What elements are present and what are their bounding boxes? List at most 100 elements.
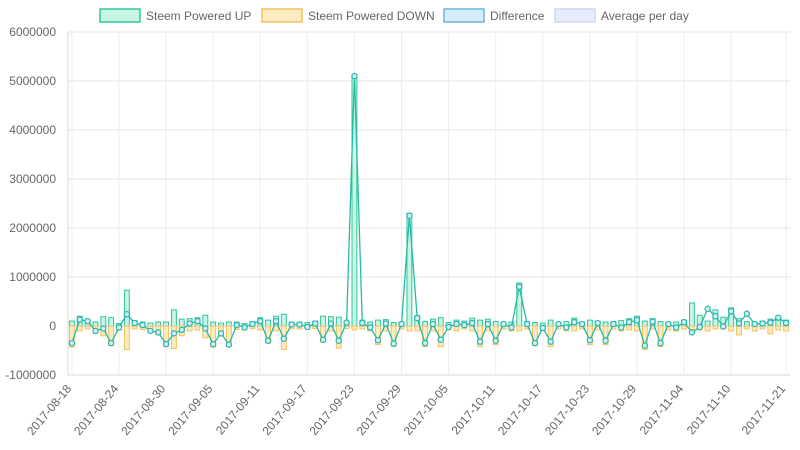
bar-up xyxy=(422,321,429,327)
bar-up xyxy=(202,314,209,327)
y-tick-label: -1000000 xyxy=(5,368,56,382)
difference-point xyxy=(304,323,311,331)
difference-point xyxy=(563,324,570,331)
y-tick-label: 2000000 xyxy=(9,221,56,235)
difference-point xyxy=(523,320,531,328)
bar-up xyxy=(743,321,750,327)
y-tick-label: 3000000 xyxy=(9,172,56,186)
difference-point xyxy=(665,320,672,328)
difference-point xyxy=(625,318,633,326)
bar-up xyxy=(225,321,232,327)
difference-point xyxy=(233,321,240,329)
difference-point xyxy=(374,337,382,344)
x-tick-label: 2017-10-17 xyxy=(495,382,545,438)
difference-point xyxy=(657,339,664,347)
difference-point xyxy=(217,330,225,337)
legend-item: Steem Powered DOWN xyxy=(261,8,435,23)
difference-point xyxy=(727,308,735,315)
bar-down xyxy=(743,325,750,330)
bar-down xyxy=(681,325,687,330)
difference-point xyxy=(202,325,209,332)
x-tick-label: 2017-09-29 xyxy=(354,382,404,438)
difference-point xyxy=(704,305,711,313)
difference-point xyxy=(476,338,484,345)
bar-down xyxy=(736,325,742,336)
x-tick-label: 2017-11-10 xyxy=(684,382,734,438)
difference-point xyxy=(594,319,601,327)
bar-down xyxy=(359,325,366,330)
bar-down xyxy=(335,325,342,349)
difference-point xyxy=(107,339,115,347)
difference-point xyxy=(162,340,170,348)
legend: Steem Powered UP Steem Powered DOWN Differ… xyxy=(99,8,689,23)
difference-point xyxy=(147,327,154,335)
difference-point xyxy=(508,324,515,331)
legend-item: Average per day xyxy=(554,8,689,23)
difference-point xyxy=(680,318,688,326)
bars xyxy=(68,74,790,351)
x-axis: 2017-08-182017-08-242017-08-302017-09-05… xyxy=(24,382,789,438)
difference-point xyxy=(759,320,766,327)
legend-label: Steem Powered UP xyxy=(146,9,251,23)
bar-up xyxy=(171,309,177,327)
difference-point xyxy=(484,320,492,328)
x-tick-label: 2017-09-23 xyxy=(307,382,357,438)
difference-point xyxy=(641,342,649,349)
difference-point xyxy=(100,325,107,332)
bar-up xyxy=(657,321,664,327)
difference-point xyxy=(194,317,201,325)
difference-point xyxy=(586,337,594,344)
difference-point xyxy=(327,320,335,327)
difference-point xyxy=(209,340,217,348)
difference-point xyxy=(68,339,76,347)
bar-up xyxy=(68,320,75,327)
difference-point xyxy=(782,319,790,327)
difference-point xyxy=(398,320,405,328)
difference-point xyxy=(421,339,429,347)
bar-down xyxy=(728,325,735,332)
bar-down xyxy=(571,325,578,332)
difference-point xyxy=(453,320,460,328)
difference-point xyxy=(461,321,468,329)
bar-down xyxy=(626,325,633,331)
difference-point xyxy=(720,323,727,330)
bar-up xyxy=(586,319,593,327)
x-tick-label: 2017-08-30 xyxy=(118,382,168,438)
difference-point xyxy=(84,317,91,325)
legend-swatch xyxy=(554,8,596,23)
difference-point xyxy=(406,212,413,219)
y-tick-label: 4000000 xyxy=(9,123,56,137)
difference-point xyxy=(516,283,523,290)
bar-up xyxy=(280,313,287,327)
difference-point xyxy=(751,320,758,328)
difference-point xyxy=(288,321,295,328)
difference-point xyxy=(578,320,586,328)
difference-point xyxy=(735,320,743,327)
difference-point xyxy=(429,320,437,328)
bar-down xyxy=(406,325,413,332)
difference-point xyxy=(492,337,499,344)
bar-down xyxy=(516,325,523,332)
difference-point xyxy=(257,317,264,325)
difference-point xyxy=(767,319,774,326)
difference-point xyxy=(139,321,146,329)
difference-point xyxy=(312,320,319,327)
difference-point xyxy=(319,336,327,343)
difference-point xyxy=(123,311,131,318)
bar-up xyxy=(532,322,538,327)
difference-point xyxy=(688,329,696,336)
legend-swatch xyxy=(261,8,303,23)
difference-point xyxy=(155,329,162,336)
y-tick-label: 5000000 xyxy=(9,74,56,88)
difference-point xyxy=(633,316,641,324)
bar-down xyxy=(123,325,130,351)
difference-point xyxy=(649,318,656,325)
difference-point xyxy=(76,316,83,323)
bar-up xyxy=(178,318,185,327)
difference-point xyxy=(225,341,233,348)
difference-point xyxy=(696,323,703,331)
difference-point xyxy=(92,327,99,335)
difference-point xyxy=(343,319,350,326)
bar-down xyxy=(351,325,358,331)
